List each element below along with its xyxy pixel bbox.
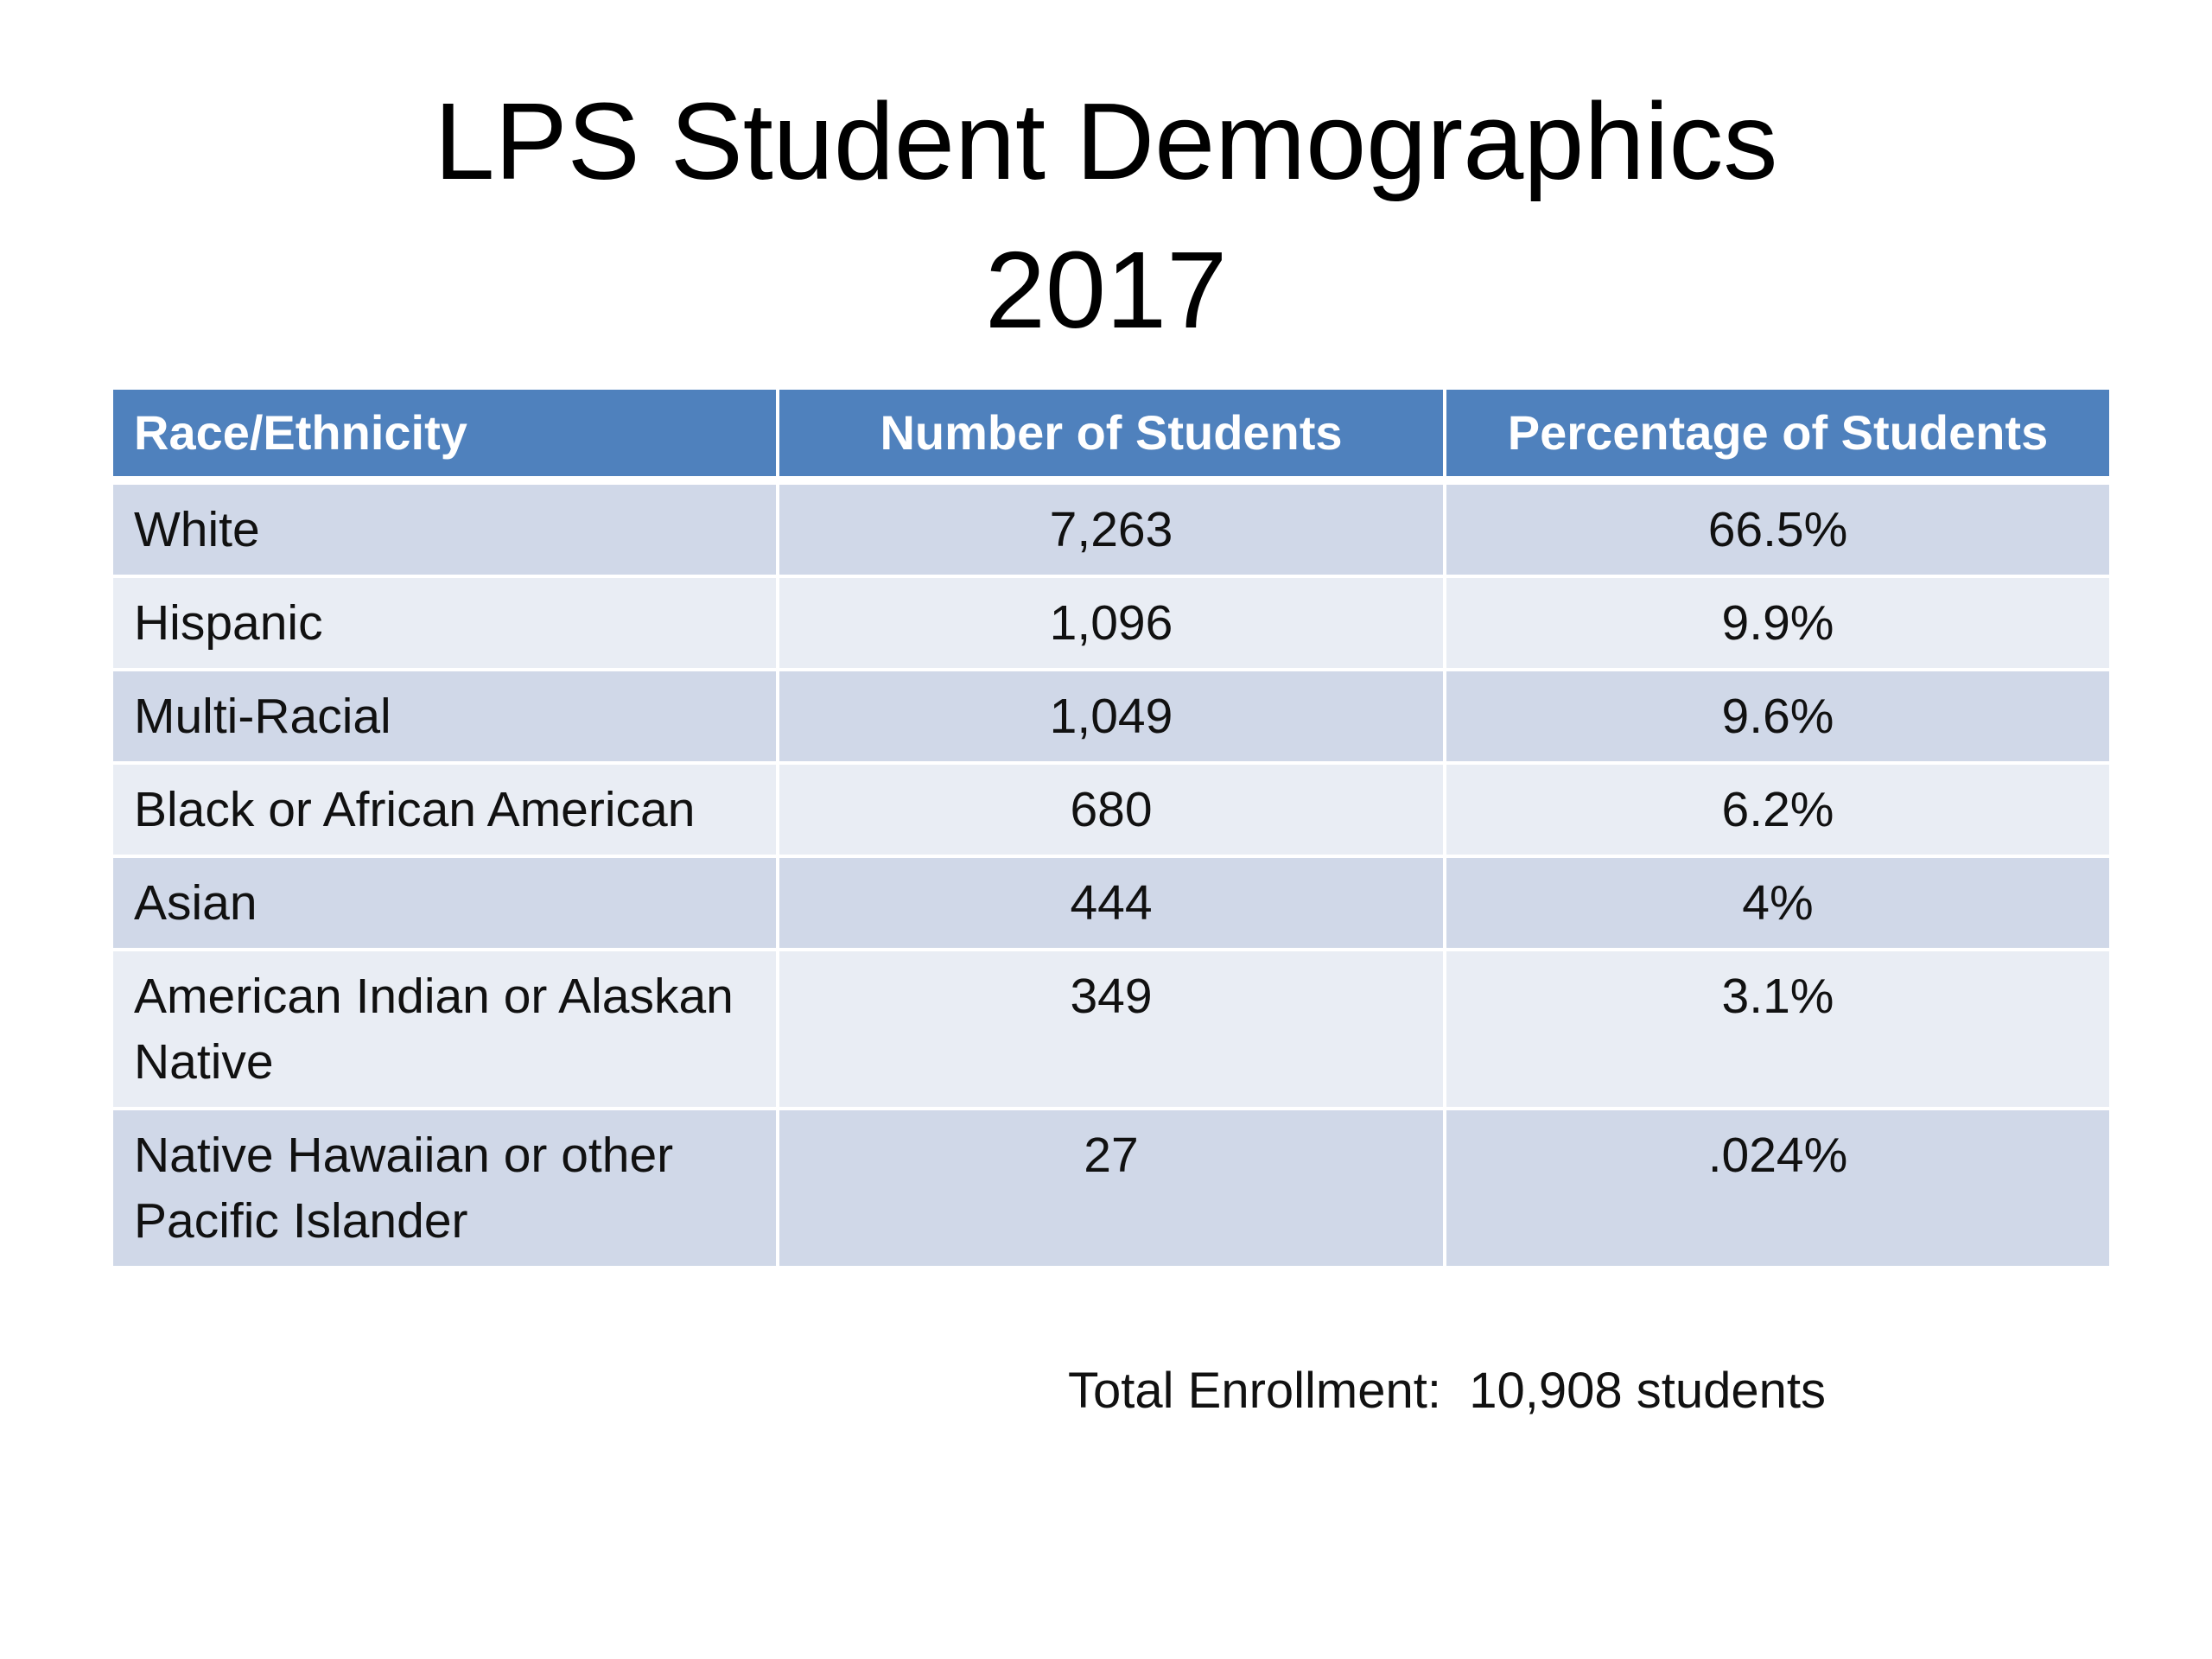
number-cell: 27	[776, 1109, 1446, 1269]
race-cell: Multi-Racial	[113, 670, 779, 765]
slide-title: LPS Student Demographics 2017	[0, 67, 2212, 365]
race-cell: Hispanic	[113, 576, 779, 671]
table-row: Multi-Racial 1,049 9.6%	[113, 670, 2109, 765]
slide-title-line-2: 2017	[984, 229, 1228, 351]
percentage-cell: 3.1%	[1443, 950, 2109, 1110]
table-row: Black or African American 680 6.2%	[113, 763, 2109, 858]
percentage-cell: 6.2%	[1443, 763, 2109, 858]
table-row: Native Hawaiian or other Pacific Islande…	[113, 1109, 2109, 1269]
race-cell: Black or African American	[113, 763, 779, 858]
slide-title-line-1: LPS Student Demographics	[434, 80, 1778, 202]
table-row: Hispanic 1,096 9.9%	[113, 576, 2109, 671]
total-enrollment: Total Enrollment: 10,908 students	[1068, 1363, 1826, 1419]
table-row: White 7,263 66.5%	[113, 480, 2109, 578]
number-cell: 680	[776, 763, 1446, 858]
race-cell: American Indian or Alaskan Native	[113, 950, 779, 1110]
percentage-cell: .024%	[1443, 1109, 2109, 1269]
demographics-table: Race/Ethnicity Number of Students Percen…	[113, 390, 2109, 1269]
race-cell: White	[113, 480, 779, 578]
percentage-cell: 4%	[1443, 856, 2109, 951]
table-header-row: Race/Ethnicity Number of Students Percen…	[113, 390, 2109, 485]
header-percentage-of-students: Percentage of Students	[1443, 390, 2109, 485]
table-row: American Indian or Alaskan Native 349 3.…	[113, 950, 2109, 1110]
percentage-cell: 66.5%	[1443, 480, 2109, 578]
number-cell: 444	[776, 856, 1446, 951]
table-row: Asian 444 4%	[113, 856, 2109, 951]
race-cell: Asian	[113, 856, 779, 951]
number-cell: 7,263	[776, 480, 1446, 578]
number-cell: 1,096	[776, 576, 1446, 671]
header-number-of-students: Number of Students	[776, 390, 1446, 485]
number-cell: 349	[776, 950, 1446, 1110]
number-cell: 1,049	[776, 670, 1446, 765]
header-race-ethnicity: Race/Ethnicity	[113, 390, 779, 485]
race-cell: Native Hawaiian or other Pacific Islande…	[113, 1109, 779, 1269]
percentage-cell: 9.9%	[1443, 576, 2109, 671]
percentage-cell: 9.6%	[1443, 670, 2109, 765]
